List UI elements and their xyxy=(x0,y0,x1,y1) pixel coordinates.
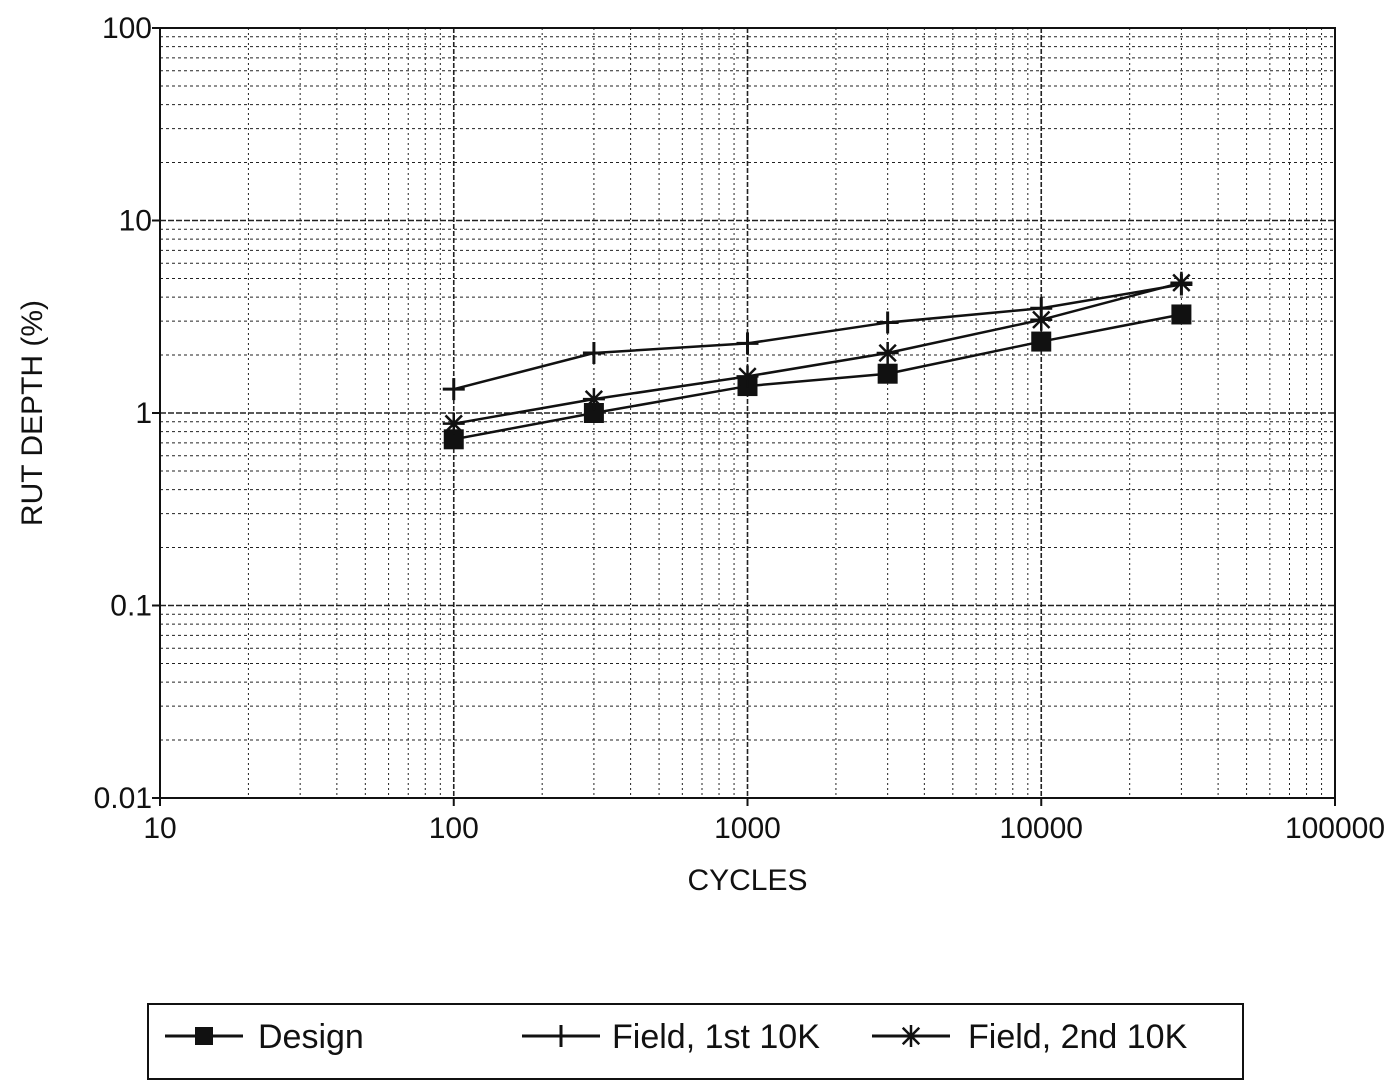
legend-label: Field, 2nd 10K xyxy=(968,1018,1188,1056)
y-tick-label: 1 xyxy=(135,397,152,430)
data-point xyxy=(582,341,605,364)
x-tick-label: 100 xyxy=(429,812,479,845)
series-square xyxy=(443,304,1192,450)
x-axis-title: CYCLES xyxy=(687,864,807,897)
data-point xyxy=(442,412,465,435)
y-tick-label: 0.1 xyxy=(110,590,152,623)
series-layer xyxy=(442,271,1193,450)
legend-label: Field, 1st 10K xyxy=(612,1018,820,1056)
y-axis-title: RUT DEPTH (%) xyxy=(16,300,49,526)
data-point xyxy=(442,378,465,401)
legend-marker-plus xyxy=(550,1025,572,1047)
axis-ticks: 10 100 1000 10000 100000 0.01 0.1 1 10 100 xyxy=(94,12,1385,845)
y-tick-label: 100 xyxy=(102,12,152,45)
series-line xyxy=(453,283,1182,391)
data-point xyxy=(1030,308,1053,331)
series-plus xyxy=(442,273,1193,401)
legend: Design Field, 1st 10K Field, 2nd 10K xyxy=(147,1003,1244,1080)
legend-marker-star xyxy=(900,1025,922,1047)
legend-label: Design xyxy=(258,1018,364,1056)
legend-box xyxy=(147,1003,1244,1080)
data-point xyxy=(736,332,759,355)
data-point xyxy=(876,311,899,334)
data-point xyxy=(583,403,604,423)
data-point xyxy=(736,365,759,388)
data-point xyxy=(443,429,464,450)
x-tick-label: 1000 xyxy=(714,812,781,845)
series-line xyxy=(453,281,1182,425)
data-point xyxy=(876,341,899,364)
data-point xyxy=(1031,331,1052,352)
series-line xyxy=(453,313,1182,441)
x-tick-label: 100000 xyxy=(1285,812,1385,845)
data-point xyxy=(877,363,898,384)
series-star xyxy=(442,271,1193,435)
data-point xyxy=(1170,271,1193,294)
y-tick-label: 0.01 xyxy=(94,782,152,815)
legend-marker-square xyxy=(195,1027,213,1045)
grid xyxy=(160,28,1335,798)
x-tick-label: 10000 xyxy=(1000,812,1083,845)
y-tick-label: 10 xyxy=(119,205,152,238)
data-point xyxy=(582,388,605,411)
data-point xyxy=(1171,304,1192,325)
x-tick-label: 10 xyxy=(143,812,176,845)
